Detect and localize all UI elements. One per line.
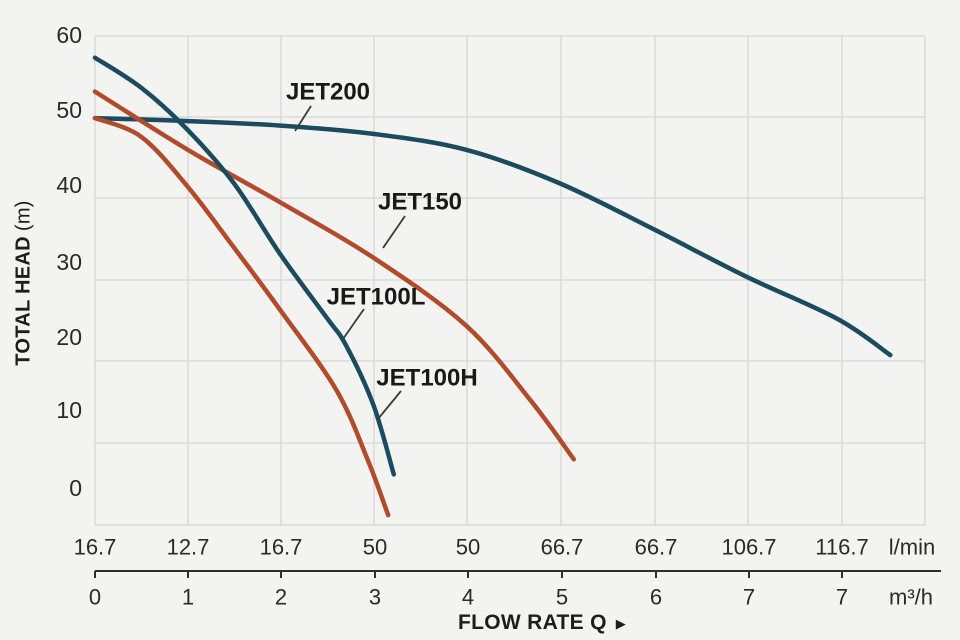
x-tick-label-lmin: 16.7 bbox=[74, 535, 117, 560]
x-unit-lmin: l/min bbox=[889, 535, 935, 560]
curve-label-jet200: JET200 bbox=[286, 79, 370, 106]
x-tick-label-lmin: 116.7 bbox=[815, 535, 868, 560]
leader-line bbox=[294, 105, 312, 132]
y-axis-title: TOTAL HEAD (m) bbox=[13, 200, 36, 366]
leader-line bbox=[382, 215, 406, 249]
x-tick-label-lmin: 50 bbox=[456, 535, 480, 560]
x-tick-label-lmin: 12.7 bbox=[167, 535, 210, 560]
y-tick-label: 10 bbox=[56, 397, 82, 423]
x-tick-label-lmin: 66.7 bbox=[541, 535, 584, 560]
x-tick-label-lmin: 50 bbox=[363, 535, 387, 560]
x-tick-label-m3h: 7 bbox=[836, 585, 848, 610]
right-arrow-icon: ▶ bbox=[615, 616, 627, 631]
x-axis-title-text: FLOW RATE Q bbox=[457, 611, 607, 634]
x-unit-m3h: m³/h bbox=[889, 585, 933, 610]
curve-label-jet100l: JET100L bbox=[327, 284, 426, 311]
leader-line bbox=[342, 308, 365, 340]
x-tick-label-m3h: 5 bbox=[556, 585, 568, 610]
x-axis-title: FLOW RATE Q ▶ bbox=[458, 611, 626, 635]
y-axis-title-text: TOTAL HEAD bbox=[12, 236, 35, 366]
x-tick-label-m3h: 6 bbox=[650, 585, 662, 610]
x-tick-label-lmin: 16.7 bbox=[260, 535, 303, 560]
x-tick-label-lmin: 106.7 bbox=[721, 535, 776, 560]
curve-jet150 bbox=[92, 89, 577, 462]
curve-jet200 bbox=[92, 115, 893, 358]
x-tick-label-lmin: 66.7 bbox=[635, 535, 678, 560]
x-tick-label-m3h: 4 bbox=[462, 585, 474, 610]
x-tick-label-m3h: 3 bbox=[369, 585, 381, 610]
y-tick-label: 20 bbox=[56, 324, 82, 350]
y-tick-label: 0 bbox=[69, 475, 82, 501]
y-tick-label: 50 bbox=[56, 97, 82, 123]
leader-line bbox=[377, 390, 402, 420]
y-axis-unit: (m) bbox=[12, 200, 35, 232]
curve-label-jet150: JET150 bbox=[378, 189, 462, 216]
y-tick-label: 60 bbox=[56, 22, 82, 48]
curve-jet100h bbox=[92, 115, 391, 518]
y-tick-label: 30 bbox=[56, 249, 82, 275]
x-tick-label-m3h: 7 bbox=[743, 585, 755, 610]
x-tick-label-m3h: 0 bbox=[89, 585, 101, 610]
curve-label-jet100h: JET100H bbox=[376, 365, 477, 392]
x-tick-label-m3h: 2 bbox=[275, 585, 287, 610]
y-tick-label: 40 bbox=[56, 172, 82, 198]
x-tick-label-m3h: 1 bbox=[182, 585, 194, 610]
curve-jet100l bbox=[92, 55, 397, 477]
